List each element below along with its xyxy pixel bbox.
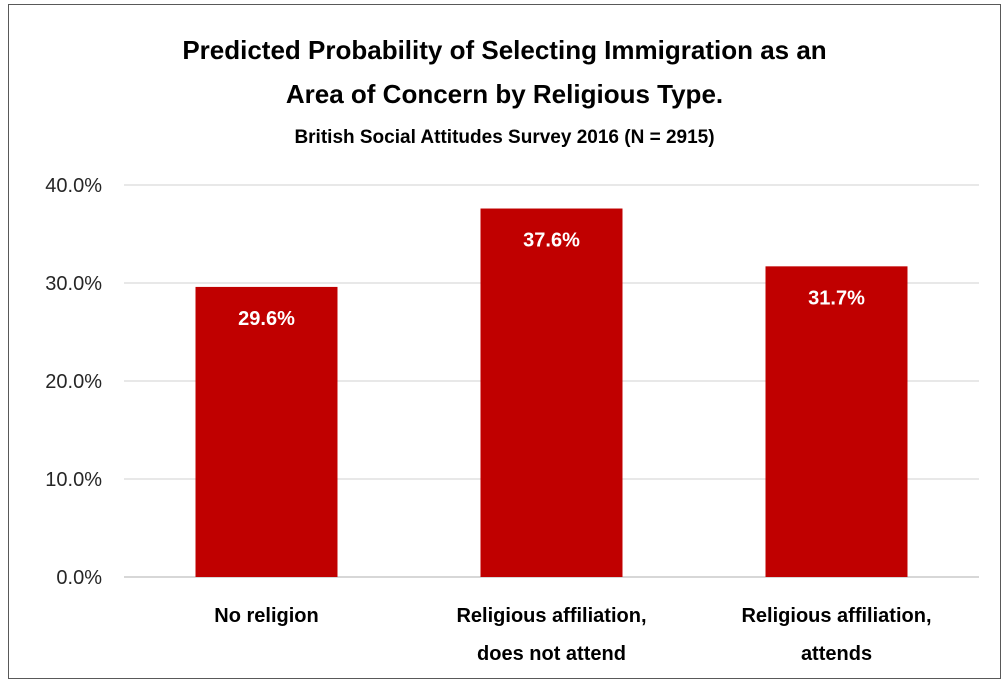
chart-frame: Predicted Probability of Selecting Immig… [8,4,1001,679]
x-category-label: Religious affiliation, [741,605,931,627]
y-tick-label: 20.0% [45,371,102,393]
y-tick-label: 40.0% [45,175,102,197]
y-tick-label: 10.0% [45,469,102,491]
chart-title-line-2: Area of Concern by Religious Type. [285,79,724,109]
data-label: 37.6% [523,230,580,252]
y-tick-label: 0.0% [56,567,102,589]
bar [765,266,908,577]
chart-title-line-1: Predicted Probability of Selecting Immig… [182,35,827,65]
x-category-label: No religion [214,605,318,627]
x-category-label: does not attend [477,643,626,665]
bar [195,286,338,577]
data-label: 31.7% [808,287,865,309]
x-category-label: Religious affiliation, [456,605,646,627]
data-label: 29.6% [238,308,295,330]
bar-chart: 0.0% 10.0% 20.0% 30.0% 40.0% 29.6% No religion… [45,175,979,665]
bar [480,208,623,577]
y-tick-label: 30.0% [45,273,102,295]
chart-subtitle: British Social Attitudes Survey 2016 (N … [294,127,715,148]
x-category-label: attends [801,643,872,665]
